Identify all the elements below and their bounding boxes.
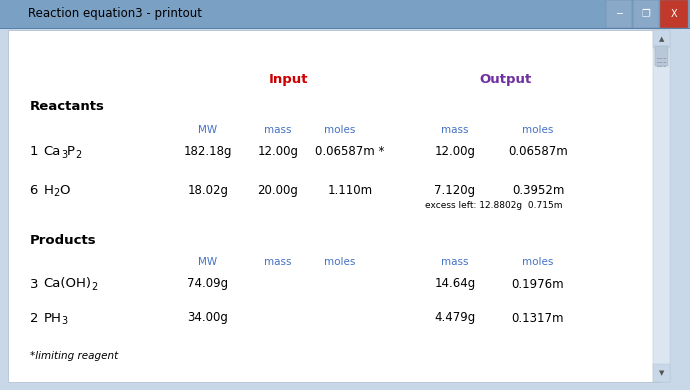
Text: 3: 3	[30, 278, 43, 291]
Text: 18.02g: 18.02g	[188, 184, 228, 197]
Text: PH: PH	[43, 312, 61, 324]
Text: 20.00g: 20.00g	[257, 184, 299, 197]
Text: 0.3952m: 0.3952m	[512, 184, 564, 197]
Text: moles: moles	[522, 257, 553, 267]
Text: ─ ─ ─: ─ ─ ─	[656, 65, 667, 69]
Text: H: H	[43, 184, 54, 197]
Text: 12.00g: 12.00g	[435, 145, 475, 158]
Text: MW: MW	[199, 125, 217, 135]
Text: mass: mass	[441, 125, 469, 135]
Text: 1.110m: 1.110m	[328, 184, 373, 197]
Text: 2: 2	[30, 312, 43, 324]
Text: 4.479g: 4.479g	[435, 312, 475, 324]
Text: Output: Output	[480, 73, 532, 87]
Text: ❐: ❐	[642, 9, 651, 19]
Text: 0.06587m: 0.06587m	[508, 145, 568, 158]
Text: ─ ─ ─: ─ ─ ─	[656, 57, 667, 61]
Text: 0.1976m: 0.1976m	[512, 278, 564, 291]
Text: ▼: ▼	[659, 370, 664, 376]
Text: 2: 2	[92, 282, 98, 292]
Text: mass: mass	[264, 257, 292, 267]
Text: excess left: 12.8802g  0.715m: excess left: 12.8802g 0.715m	[425, 202, 562, 211]
Text: ▲: ▲	[659, 36, 664, 42]
Text: O: O	[60, 184, 70, 197]
Text: 34.00g: 34.00g	[188, 312, 228, 324]
Text: Reaction equation3 - printout: Reaction equation3 - printout	[28, 7, 201, 21]
Text: Ca(OH): Ca(OH)	[43, 278, 92, 291]
Text: mass: mass	[264, 125, 292, 135]
Text: mass: mass	[441, 257, 469, 267]
Text: P: P	[67, 145, 75, 158]
Text: moles: moles	[522, 125, 553, 135]
Text: 3: 3	[61, 150, 67, 160]
Text: 1: 1	[30, 145, 43, 158]
Text: 7.120g: 7.120g	[435, 184, 475, 197]
Text: Ca: Ca	[43, 145, 61, 158]
Text: 182.18g: 182.18g	[184, 145, 233, 158]
Text: Reactants: Reactants	[30, 101, 105, 113]
Text: moles: moles	[324, 125, 355, 135]
Text: 74.09g: 74.09g	[188, 278, 228, 291]
Text: 2: 2	[54, 188, 60, 198]
Text: 0.06587m *: 0.06587m *	[315, 145, 385, 158]
Text: X: X	[671, 9, 678, 19]
Text: 0.1317m: 0.1317m	[512, 312, 564, 324]
Text: 14.64g: 14.64g	[435, 278, 475, 291]
Text: 3: 3	[61, 316, 68, 326]
Text: 6: 6	[30, 184, 43, 197]
Text: ─: ─	[616, 9, 622, 19]
Text: *limiting reagent: *limiting reagent	[30, 351, 118, 361]
Text: 2: 2	[75, 150, 81, 160]
Text: Products: Products	[30, 234, 97, 246]
Text: moles: moles	[324, 257, 355, 267]
Text: Input: Input	[268, 73, 308, 87]
Text: ─ ─ ─: ─ ─ ─	[656, 61, 667, 65]
Text: MW: MW	[199, 257, 217, 267]
Text: 12.00g: 12.00g	[257, 145, 299, 158]
